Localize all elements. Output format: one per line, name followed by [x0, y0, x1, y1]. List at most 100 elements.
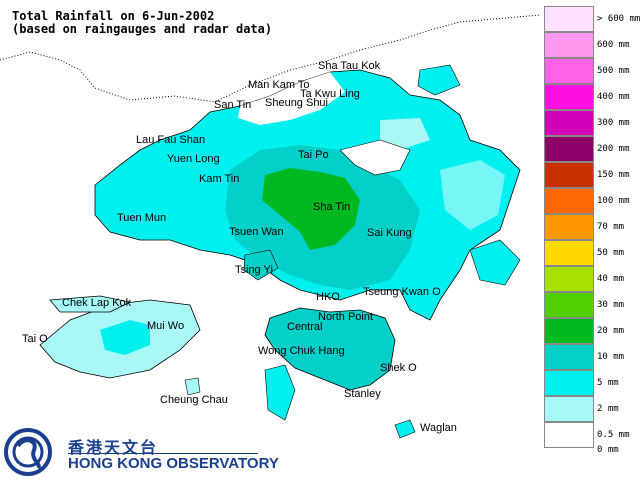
- legend-row: 20 mm: [544, 318, 638, 348]
- place-sheung-shui: Sheung Shui: [265, 97, 328, 109]
- legend-row: 0.5 mm: [544, 422, 638, 452]
- legend-label: 0.5 mm: [597, 430, 630, 440]
- legend-label: 150 mm: [597, 170, 630, 180]
- legend-label: 300 mm: [597, 118, 630, 128]
- legend-swatch: [544, 84, 594, 110]
- light-rain-north: [238, 72, 345, 125]
- legend-row: 150 mm: [544, 162, 638, 192]
- legend-label: 0 mm: [597, 445, 619, 455]
- rain-10mm-core: [262, 168, 360, 250]
- legend-swatch: [544, 58, 594, 84]
- legend-label: 2 mm: [597, 404, 619, 414]
- map-shapes: [0, 14, 540, 439]
- legend-swatch: [544, 32, 594, 58]
- eastern-islands: [469, 239, 521, 286]
- tsing-yi-island: [243, 249, 279, 281]
- place-tai-po: Tai Po: [298, 149, 329, 161]
- map-subtitle: (based on raingauges and radar data): [12, 22, 273, 36]
- legend-label: 200 mm: [597, 144, 630, 154]
- place-central: Central: [287, 321, 323, 333]
- legend-swatch: [544, 110, 594, 136]
- cheung-chau-island: [184, 377, 201, 396]
- legend-row: 500 mm: [544, 58, 638, 88]
- place-hko: HKO: [316, 291, 340, 303]
- legend-label: 400 mm: [597, 92, 630, 102]
- legend-swatch: [544, 214, 594, 240]
- hko-emblem-icon: [4, 428, 52, 476]
- place-sha-tin: Sha Tin: [313, 201, 351, 213]
- legend-swatch: [544, 370, 594, 396]
- legend-label: 30 mm: [597, 300, 625, 310]
- legend-row: 100 mm: [544, 188, 638, 218]
- legend-label: 5 mm: [597, 378, 619, 388]
- legend-swatch: [544, 136, 594, 162]
- legend-row: 30 mm: [544, 292, 638, 322]
- legend-row: 400 mm: [544, 84, 638, 114]
- legend-label: 40 mm: [597, 274, 625, 284]
- north-east-islands: [417, 64, 461, 96]
- legend-label: > 600 mm: [597, 14, 640, 24]
- place-yuen-long: Yuen Long: [167, 153, 220, 165]
- legend-row: 70 mm: [544, 214, 638, 244]
- legend-swatch: [544, 422, 594, 448]
- place-north-point: North Point: [318, 311, 374, 323]
- place-lau-fau-shan: Lau Fau Shan: [136, 134, 206, 146]
- light-rain-strip: [380, 118, 430, 150]
- hong-kong-island: [264, 307, 396, 391]
- map-title: Total Rainfall on 6-Jun-2002: [12, 9, 215, 23]
- legend-row: > 600 mm: [544, 6, 640, 36]
- place-man-kam-to: Man Kam To: [248, 79, 310, 91]
- legend-row: 300 mm: [544, 110, 638, 140]
- legend-label: 500 mm: [597, 66, 630, 76]
- legend-label: 10 mm: [597, 352, 625, 362]
- hko-name-english: HONG KONG OBSERVATORY: [68, 455, 279, 472]
- place-shek-o: Shek O: [380, 362, 417, 374]
- hko-logo: 香港天文台 HONG KONG OBSERVATORY: [4, 428, 279, 478]
- legend-row: 5 mm: [544, 370, 638, 400]
- legend-swatch: [544, 240, 594, 266]
- rainfall-legend: > 600 mm 600 mm 500 mm 400 mm 300 mm 200 mm 15…: [544, 6, 640, 478]
- place-tsuen-wan: Tsuen Wan: [229, 226, 284, 238]
- place-chek-lap-kok: Chek Lap Kok: [62, 297, 132, 309]
- legend-label: 70 mm: [597, 222, 625, 232]
- legend-row: 600 mm: [544, 32, 638, 62]
- legend-label: 600 mm: [597, 40, 630, 50]
- place-ta-kwu-ling: Ta Kwu Ling: [300, 88, 360, 100]
- place-san-tin: San Tin: [214, 99, 252, 111]
- place-sai-kung: Sai Kung: [367, 227, 412, 239]
- legend-swatch: [544, 266, 594, 292]
- place-stanley: Stanley: [344, 388, 381, 400]
- legend-row: 50 mm: [544, 240, 638, 270]
- place-tsing-yi: Tsing Yi: [235, 264, 273, 276]
- lantau-cyan: [100, 320, 150, 355]
- legend-label: 50 mm: [597, 248, 625, 258]
- mainland-outline: [0, 14, 540, 103]
- place-kam-tin: Kam Tin: [199, 173, 240, 185]
- place-wong-chuk-hang: Wong Chuk Hang: [258, 345, 345, 357]
- legend-swatch: [544, 188, 594, 214]
- legend-swatch: [544, 396, 594, 422]
- legend-row: 10 mm: [544, 344, 638, 374]
- hko-divider: [68, 453, 258, 454]
- legend-swatch: [544, 344, 594, 370]
- legend-row: 200 mm: [544, 136, 638, 166]
- airport-island: [49, 295, 132, 313]
- place-mui-wo: Mui Wo: [147, 320, 185, 332]
- place-tai-o: Tai O: [22, 333, 48, 345]
- place-tseung-kwan-o: Tseung Kwan O: [363, 286, 441, 298]
- legend-swatch: [544, 292, 594, 318]
- legend-swatch: [544, 318, 594, 344]
- hko-name-chinese: 香港天文台: [68, 438, 159, 457]
- light-rain-east: [440, 160, 505, 230]
- legend-row: 40 mm: [544, 266, 638, 296]
- place-tuen-mun: Tuen Mun: [117, 212, 167, 224]
- place-waglan: Waglan: [420, 422, 457, 434]
- legend-label: 100 mm: [597, 196, 630, 206]
- legend-row: 0 mm: [544, 445, 638, 478]
- place-cheung-chau: Cheung Chau: [160, 394, 228, 406]
- legend-label: 20 mm: [597, 326, 625, 336]
- rainfall-map: Total Rainfall on 6-Jun-2002 (based on r…: [0, 9, 540, 478]
- legend-swatch: [544, 6, 594, 32]
- waglan-island: [394, 419, 416, 439]
- place-sha-tau-kok: Sha Tau Kok: [318, 60, 381, 72]
